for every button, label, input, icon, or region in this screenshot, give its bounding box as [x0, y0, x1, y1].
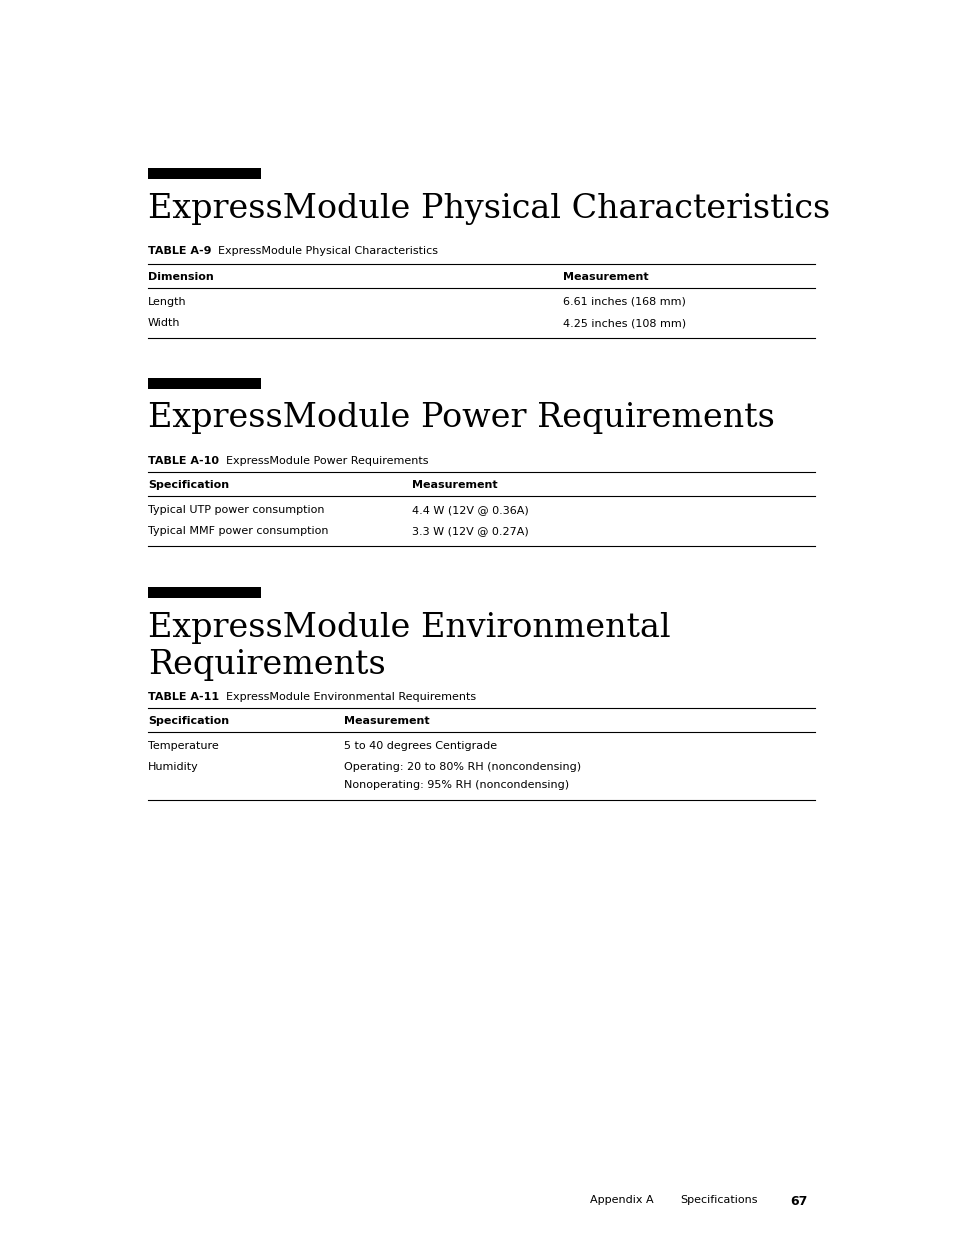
Text: ExpressModule Power Requirements: ExpressModule Power Requirements	[226, 456, 428, 466]
Text: ExpressModule Physical Characteristics: ExpressModule Physical Characteristics	[148, 193, 829, 225]
Text: Specifications: Specifications	[679, 1195, 757, 1205]
Text: Measurement: Measurement	[412, 480, 497, 490]
Text: Operating: 20 to 80% RH (noncondensing): Operating: 20 to 80% RH (noncondensing)	[344, 762, 580, 772]
Text: ExpressModule Environmental
Requirements: ExpressModule Environmental Requirements	[148, 613, 670, 680]
Text: Length: Length	[148, 296, 187, 308]
Text: Typical UTP power consumption: Typical UTP power consumption	[148, 505, 324, 515]
Text: Typical MMF power consumption: Typical MMF power consumption	[148, 526, 328, 536]
Text: 67: 67	[789, 1195, 806, 1208]
Text: 6.61 inches (168 mm): 6.61 inches (168 mm)	[562, 296, 685, 308]
Text: ExpressModule Physical Characteristics: ExpressModule Physical Characteristics	[218, 246, 437, 256]
Text: ExpressModule Power Requirements: ExpressModule Power Requirements	[148, 403, 774, 433]
Text: 5 to 40 degrees Centigrade: 5 to 40 degrees Centigrade	[344, 741, 497, 751]
Bar	[148, 587, 261, 598]
Text: Temperature: Temperature	[148, 741, 218, 751]
Text: 4.25 inches (108 mm): 4.25 inches (108 mm)	[562, 317, 685, 329]
Text: Appendix A: Appendix A	[589, 1195, 653, 1205]
Text: 3.3 W (12V @ 0.27A): 3.3 W (12V @ 0.27A)	[412, 526, 528, 536]
Text: Dimension: Dimension	[148, 272, 213, 282]
Text: TABLE A-9: TABLE A-9	[148, 246, 212, 256]
Text: ExpressModule Environmental Requirements: ExpressModule Environmental Requirements	[226, 692, 476, 701]
Bar	[148, 168, 261, 179]
Text: Measurement: Measurement	[344, 716, 429, 726]
Text: Specification: Specification	[148, 480, 229, 490]
Text: Nonoperating: 95% RH (noncondensing): Nonoperating: 95% RH (noncondensing)	[344, 781, 569, 790]
Text: Humidity: Humidity	[148, 762, 198, 772]
Text: TABLE A-11: TABLE A-11	[148, 692, 219, 701]
Text: Measurement: Measurement	[562, 272, 648, 282]
Text: TABLE A-10: TABLE A-10	[148, 456, 219, 466]
Text: Width: Width	[148, 317, 180, 329]
Text: 4.4 W (12V @ 0.36A): 4.4 W (12V @ 0.36A)	[412, 505, 528, 515]
Bar	[148, 378, 261, 389]
Text: Specification: Specification	[148, 716, 229, 726]
